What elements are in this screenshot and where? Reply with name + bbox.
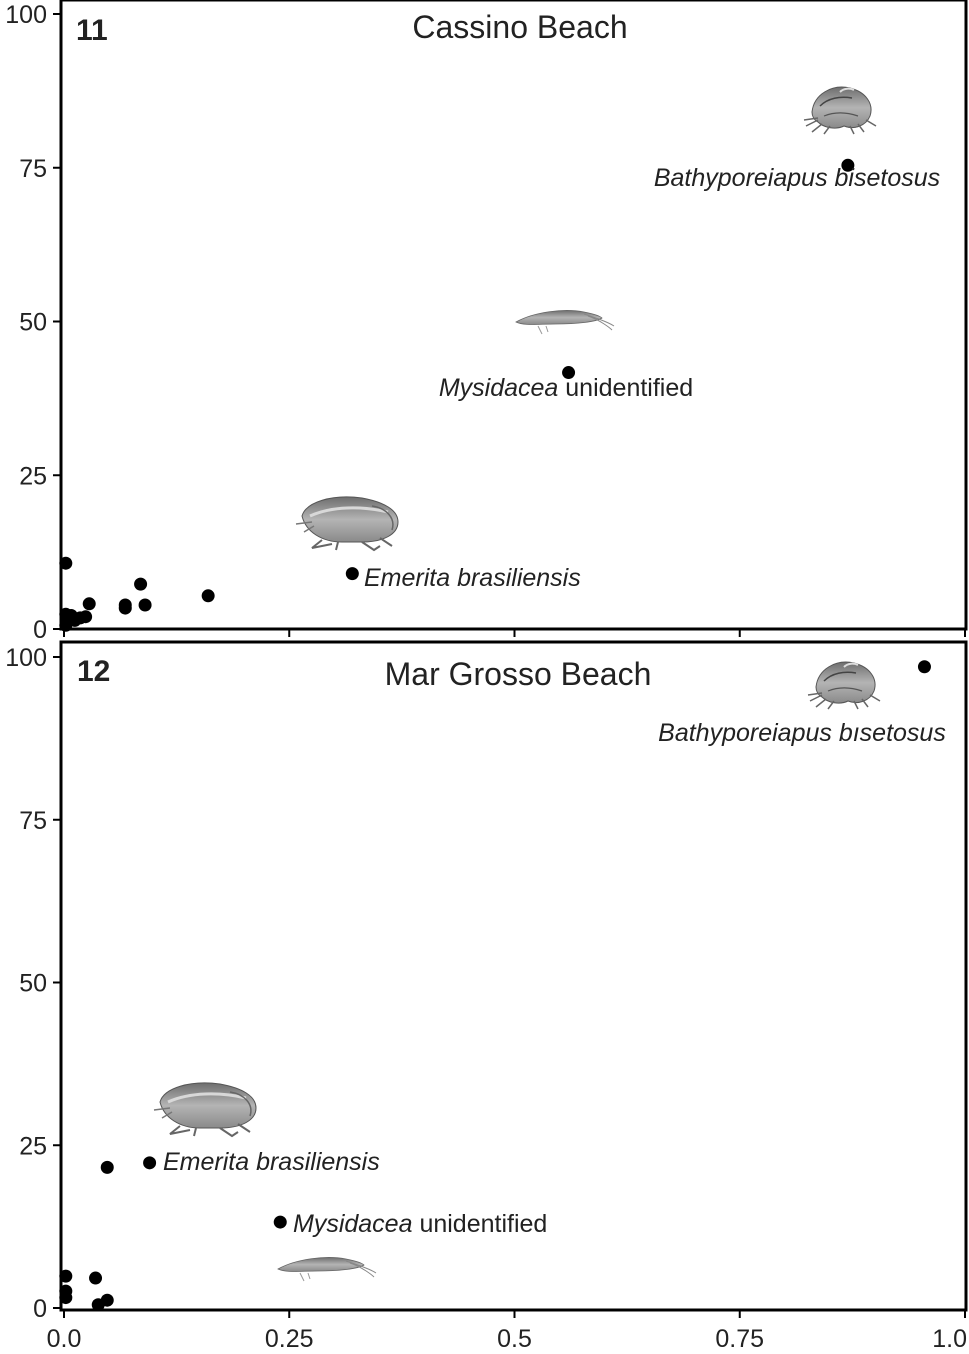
annotation-bathyporeiapus: Bathyporeiapus bisetosus: [654, 164, 940, 192]
panel-cassino-beach: 0 25 50 75 100 11 Cassino Beach Bathyporeiap…: [5, 0, 968, 644]
panel-number: 11: [76, 14, 108, 47]
y-tick-label: 25: [19, 1132, 47, 1160]
mole-crab-icon: [152, 1081, 258, 1138]
data-point: [59, 1269, 73, 1283]
annotation-emerita: Emerita brasiliensis: [364, 564, 581, 592]
mysid-icon: [277, 1256, 377, 1282]
mole-crab-icon: [294, 495, 400, 552]
y-tick-label: 0: [33, 616, 47, 644]
data-point: [562, 366, 576, 380]
data-point: [91, 1298, 105, 1312]
annotation-bathyporeiapus: Bathyporeiapus bısetosus: [658, 719, 946, 747]
panel-number: 12: [77, 655, 110, 688]
annotation-emerita: Emerita brasiliensis: [163, 1148, 380, 1176]
data-point: [100, 1160, 114, 1174]
annotation-mysidacea: Mysidacea unidentified: [439, 374, 693, 402]
x-axis: 0.0 0.25 0.5 0.75 1.0: [47, 1310, 967, 1353]
y-tick-label: 75: [19, 807, 47, 835]
data-point: [138, 598, 152, 612]
data-point: [273, 1215, 287, 1229]
panel-mar-grosso-beach: 0 25 50 75 100 0.0 0.25 0.5 0.75 1.0 12 Mar Gros…: [5, 640, 968, 1353]
data-point: [345, 567, 359, 581]
amphipod-icon: [803, 86, 877, 135]
data-point: [59, 556, 73, 570]
data-point: [917, 660, 931, 674]
y-axis: 0 25 50 75 100: [5, 644, 61, 1323]
y-tick-label: 75: [19, 155, 47, 183]
data-points: [59, 158, 855, 632]
x-tick-label: 0.5: [497, 1325, 532, 1353]
x-tick-label: 0.0: [47, 1325, 82, 1353]
data-point: [59, 1291, 73, 1305]
amphipod-icon: [807, 661, 881, 710]
data-points: [59, 660, 931, 1312]
y-tick-label: 100: [5, 1, 47, 29]
data-point: [143, 1156, 157, 1170]
y-tick-label: 50: [19, 309, 47, 337]
data-point: [201, 589, 215, 603]
x-tick-label: 1.0: [932, 1325, 967, 1353]
y-axis: 0 25 50 75 100: [5, 1, 61, 644]
x-tick-label: 0.75: [715, 1325, 764, 1353]
y-tick-label: 0: [33, 1295, 47, 1323]
annotation-mysidacea: Mysidacea unidentified: [293, 1210, 547, 1238]
data-point: [118, 598, 132, 612]
panel-title: Cassino Beach: [412, 9, 627, 45]
x-tick-label: 0.25: [265, 1325, 314, 1353]
data-point: [89, 1271, 103, 1285]
y-tick-label: 100: [5, 644, 47, 672]
data-point: [134, 577, 148, 591]
data-point: [841, 158, 855, 172]
data-point: [59, 607, 73, 621]
y-tick-label: 25: [19, 462, 47, 490]
data-point: [82, 597, 96, 611]
y-tick-label: 50: [19, 970, 47, 998]
mysid-icon: [515, 309, 615, 335]
panel-title: Mar Grosso Beach: [385, 656, 652, 692]
data-point: [59, 618, 73, 632]
